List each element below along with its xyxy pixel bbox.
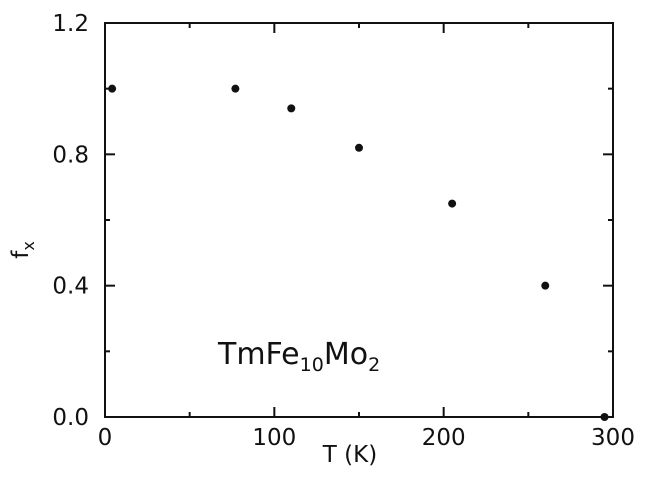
data-point [541, 281, 550, 290]
data-point [600, 413, 609, 421]
compound-label-subscript: 2 [368, 354, 380, 376]
data-points [108, 84, 609, 421]
compound-label-subscript: 10 [300, 354, 324, 376]
x-tick-label: 300 [591, 425, 635, 451]
compound-label-part: TmFe [217, 337, 300, 372]
y-tick-label: 0.8 [52, 142, 89, 168]
y-tick-label: 0.0 [52, 405, 89, 431]
x-tick-label: 200 [422, 425, 466, 451]
y-axis-title-main: f [8, 250, 34, 259]
axis-tick-labels: 0 100 200 300 0.0 0.4 0.8 1.2 [52, 11, 635, 451]
compound-label: TmFe10Mo2 [217, 337, 380, 376]
data-point [355, 143, 363, 152]
y-tick-label: 0.4 [52, 274, 89, 300]
y-tick-label: 1.2 [52, 11, 89, 37]
y-axis-title-subscript: x [19, 241, 38, 250]
data-point [231, 84, 240, 93]
data-point [108, 84, 117, 93]
y-axis-title: fx [8, 241, 38, 259]
data-point [287, 104, 296, 113]
x-axis-title: T (K) [322, 442, 377, 468]
data-point [448, 199, 457, 208]
x-tick-label: 100 [252, 425, 296, 451]
x-tick-label: 0 [98, 425, 113, 451]
axis-ticks [104, 22, 614, 418]
compound-label-part: Mo [324, 337, 368, 372]
